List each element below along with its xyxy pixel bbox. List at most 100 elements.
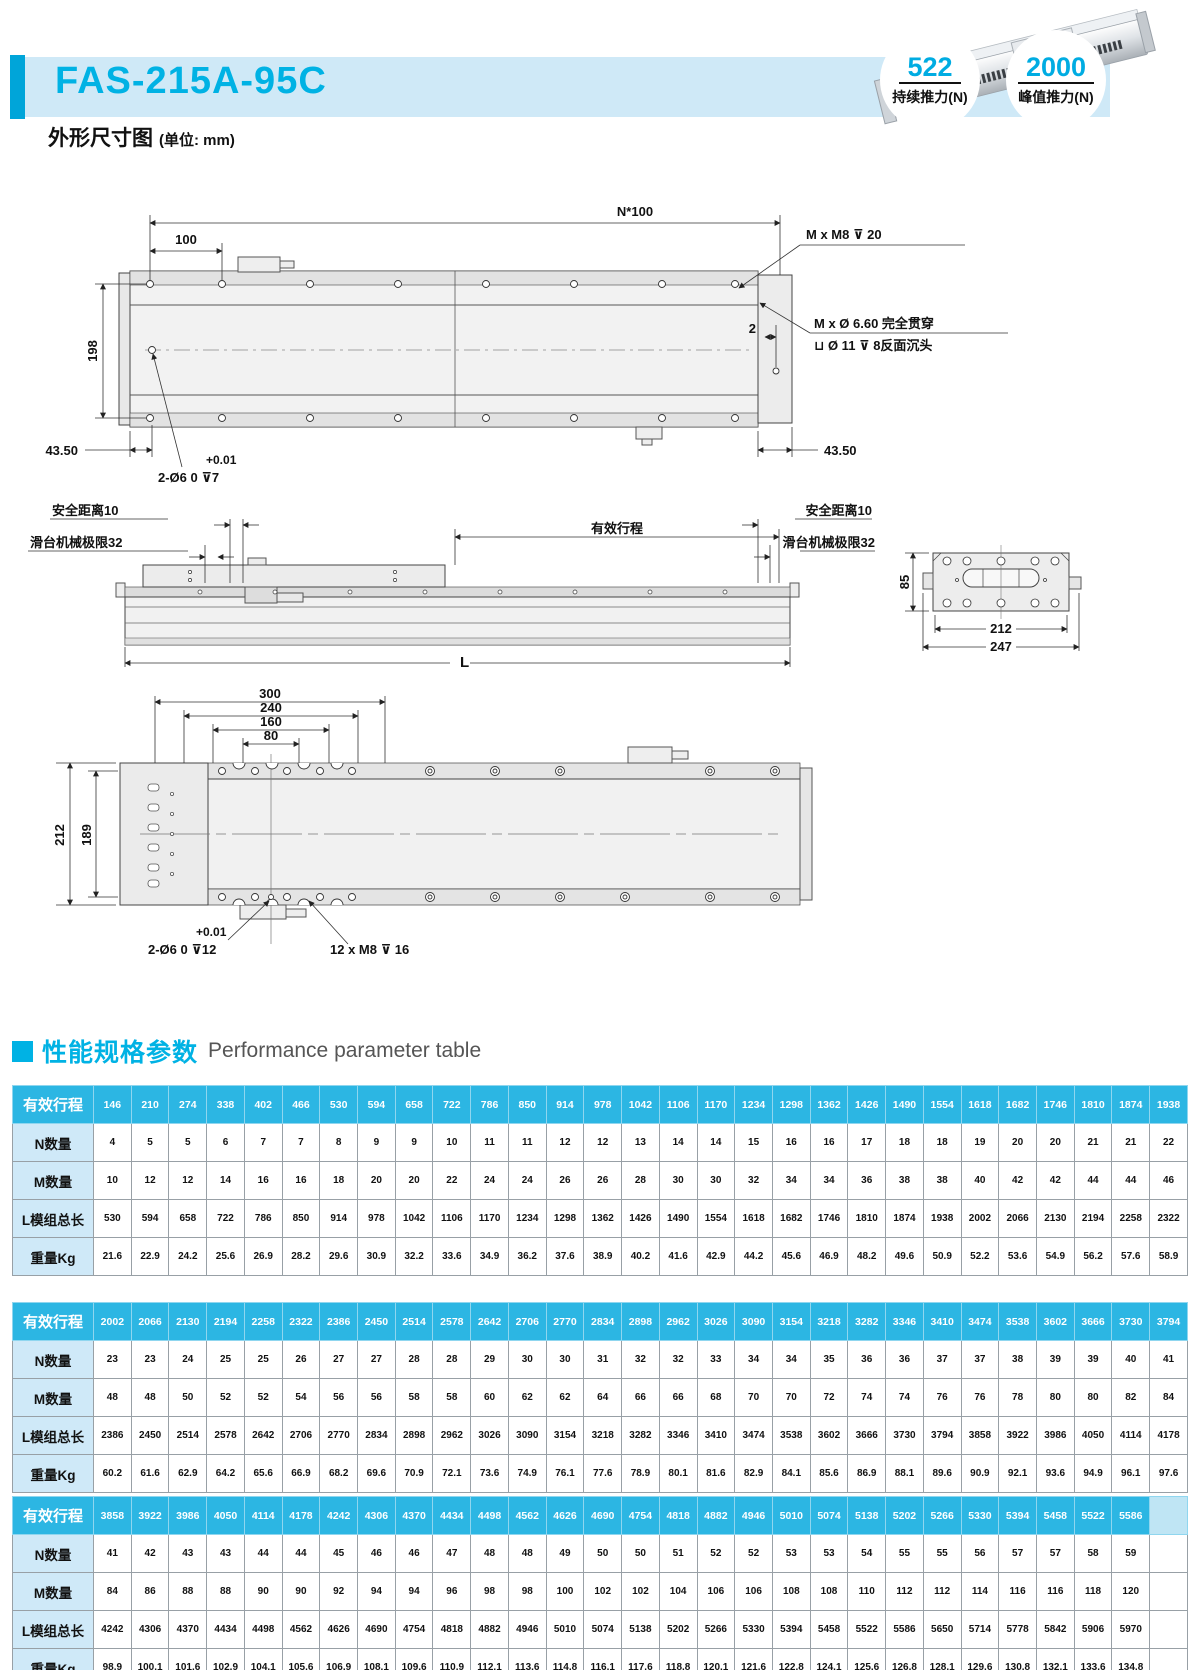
continuous-thrust-label: 持续推力(N)	[892, 89, 968, 106]
cell-stroke-15: 4818	[658, 1496, 698, 1535]
row-label-n: N数量	[12, 1123, 94, 1162]
cell-l-9: 2962	[432, 1416, 472, 1455]
cell-n-1: 42	[130, 1534, 170, 1573]
dim-43-left: 43.50	[45, 443, 78, 458]
callout-m8: M x M8 ⊽ 20	[806, 227, 882, 242]
cell-n-20: 17	[847, 1123, 887, 1162]
cell-l-7: 978	[357, 1199, 396, 1238]
cell-n-8: 46	[394, 1534, 434, 1573]
dim-L: L	[460, 654, 469, 671]
cell-weight-15: 118.8	[658, 1648, 698, 1670]
cell-stroke-23: 1618	[960, 1085, 1000, 1124]
cell-l-24: 5778	[998, 1610, 1037, 1649]
cell-m-13: 102	[583, 1572, 623, 1611]
cell-m-10: 98	[470, 1572, 509, 1611]
cell-weight-24: 130.8	[998, 1648, 1037, 1670]
cell-n-6: 8	[319, 1123, 359, 1162]
cell-weight-21: 88.1	[885, 1454, 924, 1493]
cell-m-14: 28	[621, 1161, 660, 1200]
row-label-stroke: 有效行程	[12, 1085, 94, 1124]
cell-n-23: 56	[960, 1534, 1000, 1573]
cell-n-7: 27	[357, 1340, 396, 1379]
cell-l-7: 2834	[357, 1416, 396, 1455]
cell-weight-27: 96.1	[1111, 1454, 1151, 1493]
cell-stroke-17: 1234	[734, 1085, 773, 1124]
cell-weight-22: 50.9	[922, 1237, 962, 1276]
cell-m-2: 12	[168, 1161, 208, 1200]
cell-stroke-13: 978	[583, 1085, 623, 1124]
cell-m-24: 116	[998, 1572, 1037, 1611]
cell-l-6: 4626	[319, 1610, 359, 1649]
cell-weight-7: 30.9	[357, 1237, 396, 1276]
cell-l-14: 1426	[621, 1199, 660, 1238]
cell-stroke-23: 3474	[960, 1302, 1000, 1341]
cell-n-15: 32	[658, 1340, 698, 1379]
cell-m-7: 94	[357, 1572, 396, 1611]
cell-stroke-27: 3730	[1111, 1302, 1151, 1341]
cell-n-3: 43	[206, 1534, 245, 1573]
cell-m-11: 62	[507, 1378, 547, 1417]
cell-l-1: 2450	[130, 1416, 170, 1455]
cell-weight-23: 129.6	[960, 1648, 1000, 1670]
cell-n-0: 4	[93, 1123, 132, 1162]
cell-m-21: 112	[885, 1572, 924, 1611]
cell-n-21: 55	[885, 1534, 924, 1573]
cell-l-28: 2322	[1149, 1199, 1188, 1238]
cell-stroke-20: 1426	[847, 1085, 887, 1124]
cell-weight-19: 85.6	[809, 1454, 849, 1493]
dim-85: 85	[897, 575, 912, 589]
cell-m-16: 68	[696, 1378, 736, 1417]
row-label-m: M数量	[12, 1161, 94, 1200]
cell-m-12: 62	[545, 1378, 585, 1417]
cell-stroke-15: 1106	[658, 1085, 698, 1124]
cell-stroke-17: 3090	[734, 1302, 773, 1341]
cell-m-5: 54	[281, 1378, 321, 1417]
cell-m-7: 20	[357, 1161, 396, 1200]
dim-80: 80	[264, 728, 278, 743]
cell-weight-24: 92.1	[998, 1454, 1037, 1493]
cell-m-5: 90	[281, 1572, 321, 1611]
cell-weight-15: 41.6	[658, 1237, 698, 1276]
cell-stroke-4: 4114	[243, 1496, 283, 1535]
performance-title-en: Performance parameter table	[208, 1039, 482, 1062]
cell-stroke-24: 1682	[998, 1085, 1037, 1124]
cell-weight-12: 76.1	[545, 1454, 585, 1493]
callout-through-hole: M x Ø 6.60 完全贯穿	[814, 316, 934, 331]
cell-weight-6: 106.9	[319, 1648, 359, 1670]
cell-m-28: 84	[1149, 1378, 1188, 1417]
cell-stroke-25: 1746	[1035, 1085, 1075, 1124]
cell-n-24: 38	[998, 1340, 1037, 1379]
cell-stroke-12: 4626	[545, 1496, 585, 1535]
cell-n-19: 53	[809, 1534, 849, 1573]
cell-weight-26: 56.2	[1073, 1237, 1113, 1276]
cell-n-24: 57	[998, 1534, 1037, 1573]
cell-n-15: 14	[658, 1123, 698, 1162]
cell-n-18: 34	[771, 1340, 811, 1379]
cell-m-21: 74	[885, 1378, 924, 1417]
cell-m-14: 102	[621, 1572, 660, 1611]
cell-m-23: 76	[960, 1378, 1000, 1417]
cell-m-1: 86	[130, 1572, 170, 1611]
cell-stroke-2: 2130	[168, 1302, 208, 1341]
cell-n-27: 40	[1111, 1340, 1151, 1379]
cell-n-28	[1149, 1534, 1188, 1573]
cell-l-1: 594	[130, 1199, 170, 1238]
cell-n-12: 49	[545, 1534, 585, 1573]
cell-weight-25: 132.1	[1035, 1648, 1075, 1670]
cell-weight-16: 81.6	[696, 1454, 736, 1493]
cell-m-20: 110	[847, 1572, 887, 1611]
cell-stroke-26: 3666	[1073, 1302, 1113, 1341]
cell-n-2: 43	[168, 1534, 208, 1573]
cell-weight-14: 78.9	[621, 1454, 660, 1493]
cell-n-11: 30	[507, 1340, 547, 1379]
cell-l-27: 4114	[1111, 1416, 1151, 1455]
cell-l-8: 4754	[394, 1610, 434, 1649]
cell-n-2: 24	[168, 1340, 208, 1379]
cell-n-1: 23	[130, 1340, 170, 1379]
performance-table-1: 有效行程 146 210 274 338 402 466 530 594 658 722 786 850…	[12, 1085, 1188, 1276]
cell-n-0: 23	[93, 1340, 132, 1379]
cell-l-9: 1106	[432, 1199, 472, 1238]
cell-l-17: 3474	[734, 1416, 773, 1455]
cell-stroke-21: 5202	[885, 1496, 924, 1535]
cell-stroke-2: 274	[168, 1085, 208, 1124]
